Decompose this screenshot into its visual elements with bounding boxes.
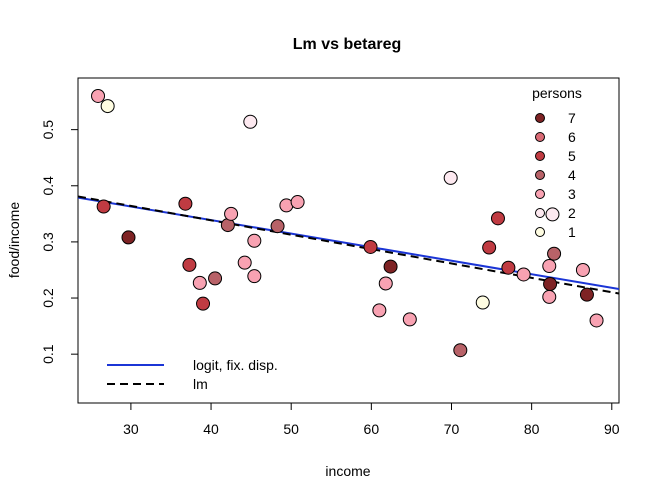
data-point <box>547 246 562 261</box>
legend-persons: persons 7 6 5 4 3 2 1 <box>532 85 582 240</box>
legend-persons-swatch <box>535 208 545 218</box>
data-point <box>243 114 258 129</box>
legend-persons-label: 6 <box>568 129 576 145</box>
data-point <box>270 219 285 234</box>
x-tick-label: 50 <box>283 421 299 437</box>
data-point <box>545 207 560 222</box>
data-point <box>192 275 207 290</box>
legend-persons-swatch <box>535 113 545 123</box>
legend-lines: logit, fix. disp. lm <box>107 357 278 392</box>
y-tick-label: 0.4 <box>40 176 56 196</box>
x-axis: 30 40 50 60 70 80 90 <box>123 402 620 437</box>
y-tick-label: 0.3 <box>40 232 56 252</box>
y-tick-label: 0.5 <box>40 120 56 140</box>
data-point <box>91 88 106 103</box>
x-tick-label: 60 <box>364 421 380 437</box>
legend-line-label: lm <box>193 376 208 392</box>
data-point <box>290 195 305 210</box>
y-tick-label: 0.1 <box>40 344 56 364</box>
data-point <box>589 313 604 328</box>
data-point <box>475 295 490 310</box>
data-point <box>542 259 557 274</box>
x-axis-label: income <box>325 463 370 479</box>
data-point <box>363 239 378 254</box>
legend-persons-label: 5 <box>568 148 576 164</box>
data-point <box>100 99 115 114</box>
legend-persons-label: 4 <box>568 167 576 183</box>
data-point <box>453 343 468 358</box>
data-point <box>378 276 393 291</box>
data-point <box>575 262 590 277</box>
data-point <box>196 296 211 311</box>
data-point <box>542 289 557 304</box>
data-point <box>237 255 252 270</box>
data-point <box>96 199 111 214</box>
x-tick-label: 90 <box>604 421 620 437</box>
legend-persons-label: 7 <box>568 110 576 126</box>
data-point <box>516 267 531 282</box>
data-point <box>224 206 239 221</box>
legend-persons-swatch <box>535 170 545 180</box>
data-point <box>490 211 505 226</box>
data-point <box>482 240 497 255</box>
data-point <box>543 277 558 292</box>
data-points <box>91 88 604 358</box>
legend-persons-label: 1 <box>568 224 576 240</box>
legend-persons-label: 2 <box>568 205 576 221</box>
legend-persons-swatch <box>535 132 545 142</box>
data-point <box>372 303 387 318</box>
data-point <box>402 312 417 327</box>
y-tick-label: 0.2 <box>40 288 56 308</box>
x-tick-label: 80 <box>524 421 540 437</box>
data-point <box>247 269 262 284</box>
x-tick-label: 40 <box>203 421 219 437</box>
x-tick-label: 70 <box>444 421 460 437</box>
x-tick-label: 30 <box>123 421 139 437</box>
y-axis: 0.1 0.2 0.3 0.4 0.5 <box>40 120 79 364</box>
legend-persons-swatch <box>535 151 545 161</box>
data-point <box>182 257 197 272</box>
chart-title: Lm vs betareg <box>293 36 401 53</box>
legend-persons-swatch <box>535 189 545 199</box>
data-point <box>501 260 516 275</box>
data-point <box>208 271 223 286</box>
data-point <box>579 287 594 302</box>
legend-persons-title: persons <box>532 85 582 101</box>
data-point <box>383 259 398 274</box>
data-point <box>178 196 193 211</box>
plot-frame <box>77 77 620 404</box>
data-point <box>443 170 458 185</box>
data-point <box>247 233 262 248</box>
data-point <box>121 230 136 245</box>
legend-persons-swatch <box>535 227 545 237</box>
legend-line-label: logit, fix. disp. <box>193 357 278 373</box>
legend-persons-label: 3 <box>568 186 576 202</box>
y-axis-label: food/income <box>6 202 22 278</box>
